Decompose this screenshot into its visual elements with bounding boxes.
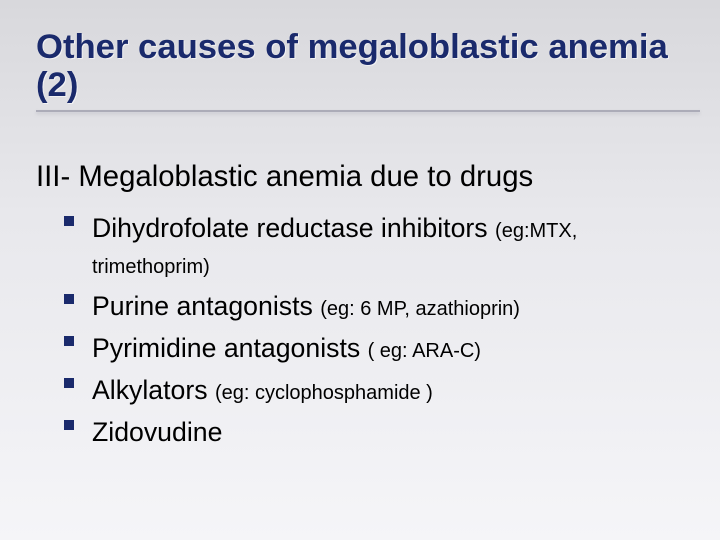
slide-container: Other causes of megaloblastic anemia (2)… <box>0 0 720 540</box>
item-main: Purine antagonists <box>92 291 320 321</box>
item-eg: (eg: cyclophosphamide ) <box>215 382 433 404</box>
list-item-text: Pyrimidine antagonists ( eg: ARA-C) <box>92 330 481 366</box>
slide-title: Other causes of megaloblastic anemia (2) <box>36 28 700 112</box>
item-main: Alkylators <box>92 375 215 405</box>
title-text: Other causes of megaloblastic anemia (2) <box>36 28 668 104</box>
list-item-text: Dihydrofolate reductase inhibitors (eg:M… <box>92 210 700 282</box>
list-item-text: Zidovudine <box>92 414 222 450</box>
title-underline <box>36 110 700 112</box>
item-eg: ( eg: ARA-C) <box>368 340 481 362</box>
list-item: Zidovudine <box>64 414 700 450</box>
list-item-text: Alkylators (eg: cyclophosphamide ) <box>92 372 433 408</box>
item-eg: (eg: 6 MP, azathioprin) <box>320 298 520 320</box>
item-main: Zidovudine <box>92 417 222 447</box>
item-main: Pyrimidine antagonists <box>92 333 368 363</box>
list-item: Pyrimidine antagonists ( eg: ARA-C) <box>64 330 700 366</box>
list-item: Dihydrofolate reductase inhibitors (eg:M… <box>64 210 700 282</box>
square-bullet-icon <box>64 294 74 304</box>
bullet-list: Dihydrofolate reductase inhibitors (eg:M… <box>64 210 700 450</box>
square-bullet-icon <box>64 336 74 346</box>
item-main: Dihydrofolate reductase inhibitors <box>92 213 495 243</box>
square-bullet-icon <box>64 378 74 388</box>
square-bullet-icon <box>64 420 74 430</box>
square-bullet-icon <box>64 216 74 226</box>
list-item-text: Purine antagonists (eg: 6 MP, azathiopri… <box>92 288 520 324</box>
section-heading: III- Megaloblastic anemia due to drugs <box>36 160 700 194</box>
list-item: Alkylators (eg: cyclophosphamide ) <box>64 372 700 408</box>
list-item: Purine antagonists (eg: 6 MP, azathiopri… <box>64 288 700 324</box>
